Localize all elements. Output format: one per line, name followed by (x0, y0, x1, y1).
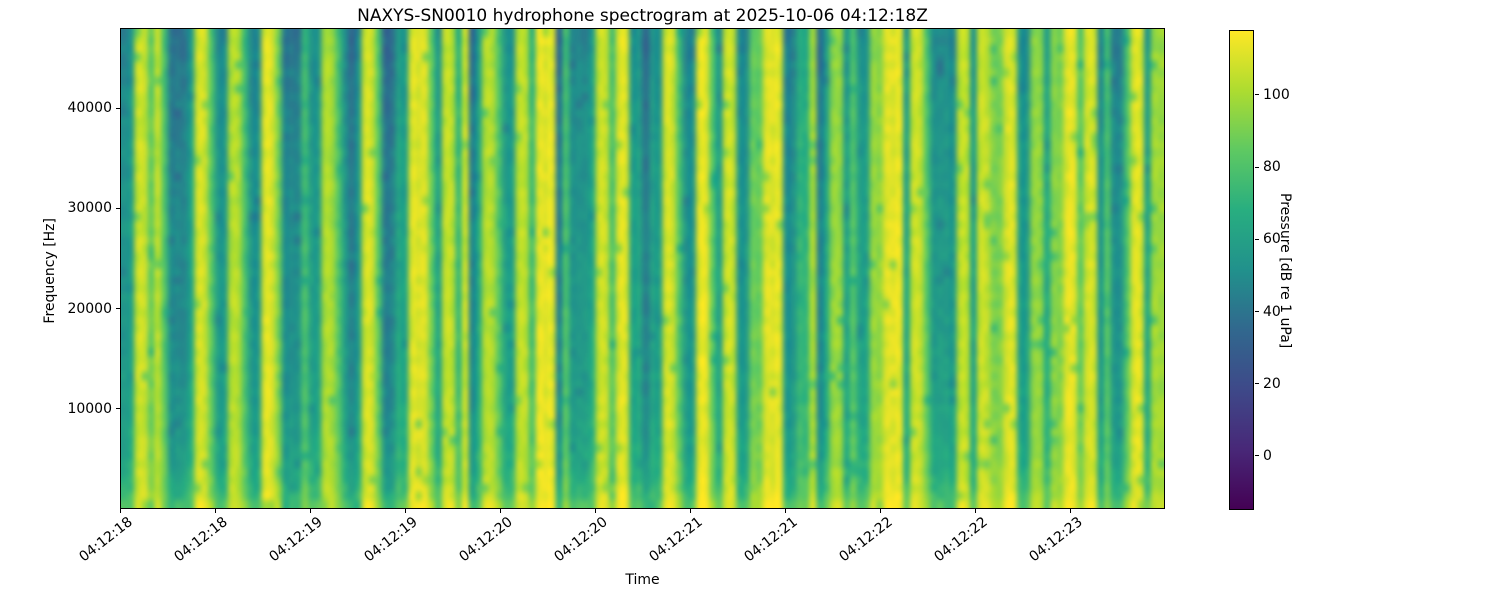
x-tick-mark (594, 509, 596, 513)
y-tick-mark (116, 107, 120, 109)
x-tick-mark (214, 509, 216, 513)
colorbar-label: Pressure [dB re 1 uPa] (1277, 193, 1293, 349)
x-tick-label: 04:12:21 (646, 514, 706, 566)
x-tick-label: 04:12:23 (1026, 514, 1086, 566)
x-tick-mark (879, 509, 881, 513)
colorbar-tick-label: 60 (1263, 231, 1281, 248)
colorbar-tick-label: 40 (1263, 303, 1281, 320)
colorbar (1229, 30, 1254, 510)
y-axis-label: Frequency [Hz] (42, 218, 58, 324)
colorbar-tick-mark (1255, 94, 1259, 96)
x-tick-mark (309, 509, 311, 513)
x-tick-label: 04:12:19 (266, 514, 326, 566)
y-tick-mark (116, 207, 120, 209)
x-tick-label: 04:12:18 (76, 514, 136, 566)
y-tick-label: 40000 (67, 100, 112, 117)
x-tick-mark (1069, 509, 1071, 513)
x-tick-mark (689, 509, 691, 513)
x-tick-label: 04:12:18 (171, 514, 231, 566)
x-tick-label: 04:12:21 (741, 514, 801, 566)
colorbar-tick-mark (1255, 311, 1259, 312)
colorbar-tick-mark (1255, 238, 1259, 240)
colorbar-tick-label: 20 (1263, 375, 1281, 392)
plot-area (120, 28, 1165, 509)
x-tick-mark (499, 509, 501, 513)
y-tick-label: 10000 (67, 400, 112, 417)
spectrogram-heatmap-canvas (121, 29, 1164, 508)
colorbar-tick-mark (1255, 166, 1259, 168)
colorbar-tick-mark (1255, 383, 1259, 385)
x-axis-label: Time (625, 572, 660, 588)
y-tick-label: 30000 (67, 200, 112, 217)
x-tick-mark (404, 509, 406, 513)
x-tick-label: 04:12:20 (551, 514, 611, 566)
x-tick-mark (119, 509, 121, 513)
chart-title: NAXYS-SN0010 hydrophone spectrogram at 2… (357, 6, 928, 26)
x-tick-label: 04:12:19 (361, 514, 421, 566)
x-tick-label: 04:12:22 (836, 514, 896, 566)
x-tick-label: 04:12:20 (456, 514, 516, 566)
y-tick-mark (116, 408, 120, 410)
x-tick-mark (784, 509, 786, 513)
y-tick-mark (116, 308, 120, 310)
colorbar-tick-label: 80 (1263, 159, 1281, 176)
x-tick-mark (974, 509, 976, 513)
colorbar-tick-label: 0 (1263, 447, 1272, 464)
colorbar-tick-label: 100 (1263, 86, 1290, 103)
y-tick-label: 20000 (67, 300, 112, 317)
x-tick-label: 04:12:22 (931, 514, 991, 566)
colorbar-tick-mark (1255, 455, 1259, 457)
